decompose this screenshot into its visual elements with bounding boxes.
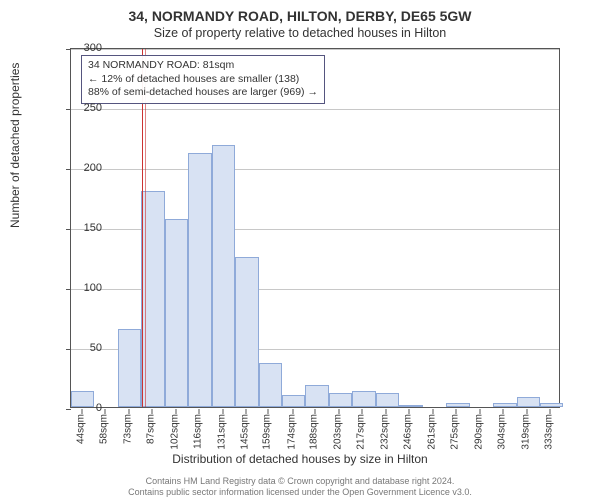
ytick-label: 100 [72,282,102,294]
ytick-label: 0 [72,402,102,414]
ytick-mark [66,169,71,170]
xtick-label: 261sqm [427,414,438,450]
histogram-bar [212,145,235,407]
xtick-label: 333sqm [543,414,554,450]
plot-area: 34 NORMANDY ROAD: 81sqm← 12% of detached… [70,48,560,408]
histogram-bar [540,403,563,407]
xtick-label: 304sqm [496,414,507,450]
xtick-label: 87sqm [145,414,156,444]
xtick-label: 217sqm [356,414,367,450]
ytick-label: 200 [72,162,102,174]
histogram-bar [305,385,328,407]
xtick-label: 319sqm [521,414,532,450]
xtick-label: 44sqm [76,414,87,444]
annotation-box: 34 NORMANDY ROAD: 81sqm← 12% of detached… [81,55,325,104]
ytick-mark [66,49,71,50]
y-axis-label: Number of detached properties [8,63,22,228]
xtick-label: 131sqm [217,414,228,450]
footer-line1: Contains HM Land Registry data © Crown c… [146,476,455,486]
histogram-bar [493,403,516,407]
annotation-line3: 88% of semi-detached houses are larger (… [88,86,318,100]
xtick-label: 188sqm [309,414,320,450]
footer-attribution: Contains HM Land Registry data © Crown c… [0,476,600,499]
ytick-label: 50 [72,342,102,354]
xtick-label: 174sqm [286,414,297,450]
footer-line2: Contains public sector information licen… [128,487,472,497]
histogram-bar [282,395,305,407]
xtick-label: 116sqm [192,414,203,449]
ytick-mark [66,409,71,410]
ytick-label: 300 [72,42,102,54]
xtick-label: 159sqm [262,414,273,450]
histogram-bar [352,391,375,407]
histogram-bar [165,219,188,407]
chart-area: 34 NORMANDY ROAD: 81sqm← 12% of detached… [70,48,560,408]
histogram-bar [235,257,258,407]
histogram-bar [329,393,352,407]
xtick-label: 102sqm [170,414,181,450]
histogram-bar [259,363,282,407]
chart-title-sub: Size of property relative to detached ho… [0,24,600,40]
histogram-bar [376,393,399,407]
x-axis-label: Distribution of detached houses by size … [0,452,600,466]
histogram-bar [399,405,422,407]
histogram-bar [188,153,211,407]
xtick-label: 246sqm [402,414,413,450]
xtick-label: 203sqm [333,414,344,450]
ytick-label: 250 [72,102,102,114]
ytick-mark [66,109,71,110]
annotation-line1: 34 NORMANDY ROAD: 81sqm [88,59,318,73]
xtick-label: 290sqm [474,414,485,450]
chart-title-main: 34, NORMANDY ROAD, HILTON, DERBY, DE65 5… [0,0,600,24]
ytick-mark [66,289,71,290]
xtick-label: 275sqm [449,414,460,450]
xtick-label: 73sqm [123,414,134,444]
ytick-label: 150 [72,222,102,234]
histogram-bar [517,397,540,407]
ytick-mark [66,229,71,230]
xtick-label: 145sqm [239,414,250,450]
histogram-bar [446,403,469,407]
xtick-label: 232sqm [380,414,391,450]
ytick-mark [66,349,71,350]
histogram-bar [118,329,141,407]
xtick-label: 58sqm [98,414,109,444]
annotation-line2: ← 12% of detached houses are smaller (13… [88,73,318,87]
